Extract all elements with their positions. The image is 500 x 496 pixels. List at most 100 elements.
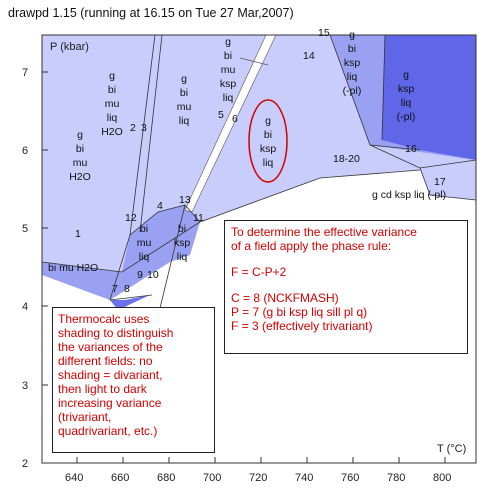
header-title: drawpd 1.15 (running at 16.15 on Tue 27 … xyxy=(8,6,294,20)
svg-text:ksp: ksp xyxy=(220,78,237,90)
reaction-label: 18-20 xyxy=(333,153,360,165)
x-tick-label: 660 xyxy=(111,472,129,484)
field-label-g-bi-mu-h2o: g bi mu H2O xyxy=(69,129,91,183)
reaction-label: 4 xyxy=(157,200,163,212)
field-bi-mu-liq xyxy=(110,205,185,300)
reaction-label: 15 xyxy=(318,27,330,39)
annotation-line: shading to distinguish xyxy=(58,326,174,340)
reaction-label: 7 xyxy=(112,283,118,295)
y-tick-label: 4 xyxy=(22,301,28,313)
field-higher-right xyxy=(382,35,476,160)
annotation-line: Thermocalc uses xyxy=(58,312,150,326)
reaction-label: 5 xyxy=(218,109,224,121)
svg-text:bi: bi xyxy=(180,87,188,99)
x-axis-title: T (°C) xyxy=(437,443,466,455)
field-label-bi-mu-liq: bi mu liq xyxy=(137,223,152,263)
field-divariant-17 xyxy=(420,160,476,200)
field-label-g-bi-mu-ksp-liq: g bi mu ksp liq xyxy=(220,36,237,104)
field-label-g-bi-mu-liq: g bi mu liq xyxy=(177,73,192,127)
svg-text:g: g xyxy=(77,129,83,141)
field-label-g-bi-ksp-liq-pl: g bi ksp liq (-pl) xyxy=(343,29,362,97)
annotation-c: C = 8 (NCKFMASH) xyxy=(231,291,339,305)
svg-text:(-pl): (-pl) xyxy=(343,85,362,97)
svg-text:bi: bi xyxy=(108,84,116,96)
svg-text:liq: liq xyxy=(223,92,234,104)
svg-text:g: g xyxy=(349,29,355,41)
field-label-g-ksp-liq-pl: g ksp liq (-pl) xyxy=(397,69,416,123)
x-tick-label: 640 xyxy=(65,472,83,484)
svg-text:mu: mu xyxy=(105,98,120,110)
reaction-label: 6 xyxy=(232,113,238,125)
annotation-line: To determine the effective variance xyxy=(231,225,417,239)
svg-text:ksp: ksp xyxy=(260,143,277,155)
field-label-bi-mu-h2o: bi mu H2O xyxy=(48,262,98,274)
reaction-label: 1 xyxy=(75,228,81,240)
svg-text:(-pl): (-pl) xyxy=(397,111,416,123)
svg-text:bi: bi xyxy=(178,223,186,235)
svg-text:mu: mu xyxy=(177,101,192,113)
svg-text:liq: liq xyxy=(179,115,190,127)
field-label-bi-ksp-liq: bi ksp liq xyxy=(174,223,191,263)
svg-text:mu: mu xyxy=(137,237,152,249)
reaction-label: 17 xyxy=(434,176,446,188)
annotation-line: (trivariant, xyxy=(58,410,112,424)
annotation-formula: F = C-P+2 xyxy=(231,265,287,279)
x-tick-label: 800 xyxy=(433,472,451,484)
svg-text:g: g xyxy=(225,36,231,48)
field-bi-ksp-liq-lower xyxy=(170,205,200,262)
annotation-line: increasing variance xyxy=(58,396,162,410)
svg-text:g: g xyxy=(403,69,409,81)
annotation-shading: Thermocalc uses shading to distinguish t… xyxy=(52,307,215,453)
svg-text:liq: liq xyxy=(263,157,274,169)
svg-text:g: g xyxy=(181,73,187,85)
y-tick-label: 7 xyxy=(22,67,28,79)
highlight-ellipse xyxy=(248,99,288,183)
reaction-label: 2 xyxy=(130,122,136,134)
y-tick-label: 2 xyxy=(22,458,28,470)
svg-text:H2O: H2O xyxy=(69,171,91,183)
svg-text:bi: bi xyxy=(264,129,272,141)
svg-text:H2O: H2O xyxy=(101,126,123,138)
reaction-label: 3 xyxy=(141,122,147,134)
annotation-line: the variances of the xyxy=(58,340,163,354)
svg-text:liq: liq xyxy=(347,71,358,83)
reaction-label: 16 xyxy=(405,143,417,155)
reaction-label: 10 xyxy=(147,269,159,281)
reaction-lines xyxy=(41,34,477,309)
svg-text:liq: liq xyxy=(139,251,150,263)
svg-text:ksp: ksp xyxy=(174,237,191,249)
svg-text:ksp: ksp xyxy=(344,57,361,69)
field-label-g-cd-ksp-liq-pl: g cd ksp liq (-pl) xyxy=(372,189,446,201)
x-tick-label: 680 xyxy=(157,472,175,484)
annotation-line: then light to dark xyxy=(58,382,147,396)
y-tick-label: 6 xyxy=(22,145,28,157)
svg-text:mu: mu xyxy=(73,157,88,169)
reaction-label: 13 xyxy=(179,194,191,206)
y-axis-title: P (kbar) xyxy=(50,41,89,53)
annotation-line: different fields: no xyxy=(58,354,153,368)
svg-text:liq: liq xyxy=(177,251,188,263)
svg-text:bi: bi xyxy=(76,143,84,155)
svg-text:liq: liq xyxy=(401,97,412,109)
annotation-p: P = 7 (g bi ksp liq sill pl q) xyxy=(231,305,368,319)
svg-text:bi: bi xyxy=(140,223,148,235)
annotation-line: quadrivariant, etc.) xyxy=(58,424,158,438)
x-tick-label: 700 xyxy=(203,472,221,484)
svg-text:bi: bi xyxy=(224,50,232,62)
annotation-phase-rule: To determine the effective variance of a… xyxy=(224,220,468,354)
field-label-g-bi-ksp-liq: g bi ksp liq xyxy=(260,115,277,169)
reaction-label: 12 xyxy=(125,212,137,224)
field-wedge-7-8 xyxy=(110,295,150,310)
annotation-line: shading = divariant, xyxy=(58,368,163,382)
reaction-label: 9 xyxy=(137,269,143,281)
svg-text:mu: mu xyxy=(221,64,236,76)
plot-frame xyxy=(41,34,477,464)
svg-text:liq: liq xyxy=(107,112,118,124)
svg-text:bi: bi xyxy=(348,43,356,55)
reaction-label: 8 xyxy=(124,283,130,295)
reaction-label: 14 xyxy=(303,50,315,62)
y-tick-label: 5 xyxy=(22,223,28,235)
y-tick-label: 3 xyxy=(22,380,28,392)
annotation-line: of a field apply the phase rule: xyxy=(231,239,392,253)
